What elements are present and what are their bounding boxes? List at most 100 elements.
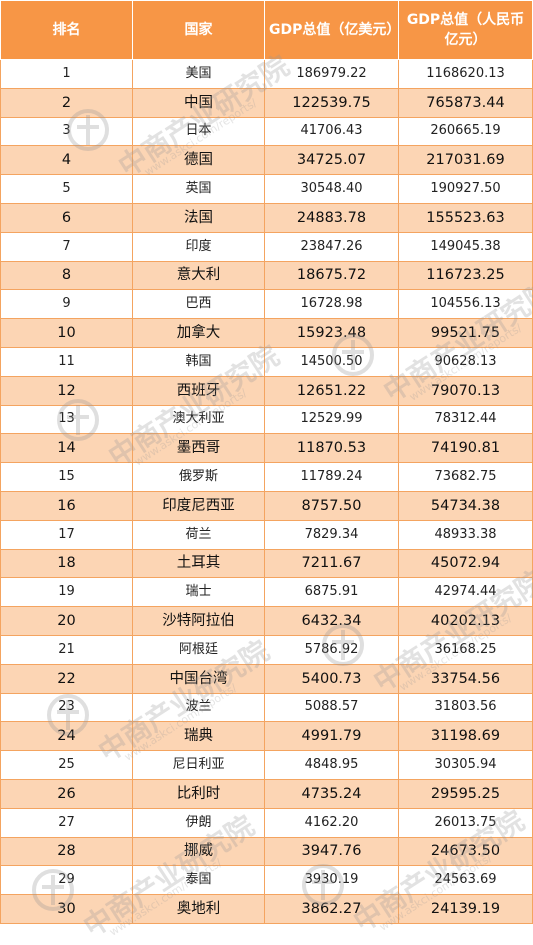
cell-country: 日本 xyxy=(132,116,265,147)
cell-gdp-rmb: 30305.94 xyxy=(398,750,533,780)
cell-rank: 8 xyxy=(0,260,133,291)
cell-gdp-rmb: 116723.25 xyxy=(398,260,533,291)
cell-gdp-usd: 11870.53 xyxy=(264,433,399,464)
cell-country: 荷兰 xyxy=(132,519,265,550)
cell-gdp-usd: 41706.43 xyxy=(264,116,399,147)
cell-country: 俄罗斯 xyxy=(132,462,265,492)
cell-gdp-rmb: 45072.94 xyxy=(398,548,533,579)
cell-gdp-rmb: 78312.44 xyxy=(398,404,533,435)
cell-gdp-rmb: 104556.13 xyxy=(398,289,533,320)
cell-country: 奥地利 xyxy=(132,894,265,924)
header-rank: 排名 xyxy=(0,0,133,60)
cell-gdp-usd: 3862.27 xyxy=(264,894,399,924)
cell-gdp-usd: 11789.24 xyxy=(264,462,399,492)
cell-gdp-usd: 12651.22 xyxy=(264,375,399,406)
table-row: 29 泰国 3930.19 24563.69 xyxy=(0,865,533,896)
cell-gdp-rmb: 155523.63 xyxy=(398,202,533,233)
cell-gdp-usd: 4848.95 xyxy=(264,750,399,780)
cell-gdp-rmb: 217031.69 xyxy=(398,145,533,176)
cell-country: 印度尼西亚 xyxy=(132,490,265,521)
cell-country: 阿根廷 xyxy=(132,634,265,665)
cell-rank: 21 xyxy=(0,634,133,665)
cell-rank: 11 xyxy=(0,346,133,377)
cell-gdp-rmb: 190927.50 xyxy=(398,174,533,204)
cell-rank: 12 xyxy=(0,375,133,406)
cell-gdp-usd: 34725.07 xyxy=(264,145,399,176)
cell-rank: 29 xyxy=(0,865,133,896)
cell-gdp-rmb: 33754.56 xyxy=(398,663,533,694)
cell-gdp-rmb: 24563.69 xyxy=(398,865,533,896)
cell-country: 波兰 xyxy=(132,692,265,723)
table-row: 3 日本 41706.43 260665.19 xyxy=(0,116,533,147)
cell-gdp-rmb: 765873.44 xyxy=(398,87,533,118)
cell-rank: 20 xyxy=(0,606,133,636)
table-row: 19 瑞士 6875.91 42974.44 xyxy=(0,577,533,608)
cell-gdp-rmb: 36168.25 xyxy=(398,634,533,665)
cell-gdp-rmb: 99521.75 xyxy=(398,318,533,348)
cell-gdp-usd: 5400.73 xyxy=(264,663,399,694)
cell-country: 尼日利亚 xyxy=(132,750,265,780)
cell-rank: 19 xyxy=(0,577,133,608)
cell-gdp-rmb: 54734.38 xyxy=(398,490,533,521)
cell-gdp-rmb: 40202.13 xyxy=(398,606,533,636)
cell-gdp-usd: 16728.98 xyxy=(264,289,399,320)
cell-gdp-rmb: 1168620.13 xyxy=(398,59,533,89)
cell-rank: 26 xyxy=(0,778,133,809)
cell-country: 印度 xyxy=(132,231,265,262)
cell-rank: 25 xyxy=(0,750,133,780)
cell-gdp-usd: 5786.92 xyxy=(264,634,399,665)
cell-country: 意大利 xyxy=(132,260,265,291)
cell-rank: 1 xyxy=(0,59,133,89)
cell-gdp-usd: 8757.50 xyxy=(264,490,399,521)
table-header: 排名 国家 GDP总值（亿美元） GDP总值（人民币亿元） xyxy=(0,0,533,60)
cell-gdp-usd: 24883.78 xyxy=(264,202,399,233)
header-row: 排名 国家 GDP总值（亿美元） GDP总值（人民币亿元） xyxy=(0,0,533,60)
header-country: 国家 xyxy=(132,0,265,60)
cell-gdp-usd: 7211.67 xyxy=(264,548,399,579)
table-row: 26 比利时 4735.24 29595.25 xyxy=(0,778,533,809)
cell-gdp-usd: 14500.50 xyxy=(264,346,399,377)
cell-gdp-rmb: 79070.13 xyxy=(398,375,533,406)
header-gdp-rmb: GDP总值（人民币亿元） xyxy=(398,0,533,60)
cell-country: 法国 xyxy=(132,202,265,233)
cell-rank: 28 xyxy=(0,836,133,867)
cell-country: 沙特阿拉伯 xyxy=(132,606,265,636)
table-row: 2 中国 122539.75 765873.44 xyxy=(0,87,533,118)
cell-gdp-usd: 23847.26 xyxy=(264,231,399,262)
cell-country: 德国 xyxy=(132,145,265,176)
cell-gdp-usd: 4162.20 xyxy=(264,807,399,838)
table-row: 6 法国 24883.78 155523.63 xyxy=(0,202,533,233)
table-row: 22 中国台湾 5400.73 33754.56 xyxy=(0,663,533,694)
cell-gdp-usd: 3930.19 xyxy=(264,865,399,896)
cell-country: 土耳其 xyxy=(132,548,265,579)
cell-rank: 2 xyxy=(0,87,133,118)
cell-rank: 17 xyxy=(0,519,133,550)
cell-country: 中国台湾 xyxy=(132,663,265,694)
cell-country: 韩国 xyxy=(132,346,265,377)
cell-gdp-usd: 122539.75 xyxy=(264,87,399,118)
cell-rank: 7 xyxy=(0,231,133,262)
cell-gdp-rmb: 31803.56 xyxy=(398,692,533,723)
cell-country: 泰国 xyxy=(132,865,265,896)
cell-country: 英国 xyxy=(132,174,265,204)
table-row: 16 印度尼西亚 8757.50 54734.38 xyxy=(0,490,533,521)
table-row: 10 加拿大 15923.48 99521.75 xyxy=(0,318,533,348)
cell-rank: 3 xyxy=(0,116,133,147)
table-row: 24 瑞典 4991.79 31198.69 xyxy=(0,721,533,752)
table-row: 9 巴西 16728.98 104556.13 xyxy=(0,289,533,320)
cell-gdp-rmb: 31198.69 xyxy=(398,721,533,752)
cell-country: 美国 xyxy=(132,59,265,89)
table-row: 7 印度 23847.26 149045.38 xyxy=(0,231,533,262)
cell-gdp-rmb: 90628.13 xyxy=(398,346,533,377)
cell-gdp-rmb: 24673.50 xyxy=(398,836,533,867)
cell-gdp-rmb: 149045.38 xyxy=(398,231,533,262)
cell-gdp-usd: 7829.34 xyxy=(264,519,399,550)
header-gdp-usd: GDP总值（亿美元） xyxy=(264,0,400,60)
table-row: 18 土耳其 7211.67 45072.94 xyxy=(0,548,533,579)
cell-country: 中国 xyxy=(132,87,265,118)
table-row: 30 奥地利 3862.27 24139.19 xyxy=(0,894,533,924)
cell-gdp-usd: 186979.22 xyxy=(264,59,399,89)
table-row: 23 波兰 5088.57 31803.56 xyxy=(0,692,533,723)
cell-rank: 4 xyxy=(0,145,133,176)
table-row: 13 澳大利亚 12529.99 78312.44 xyxy=(0,404,533,435)
